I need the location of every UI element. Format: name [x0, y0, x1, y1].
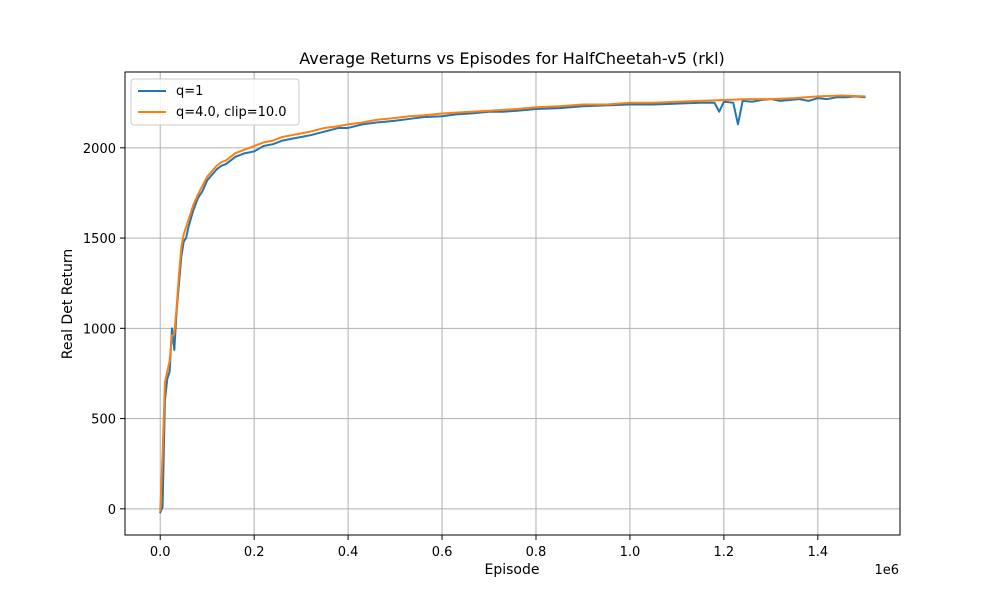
- axis-ticks: 0.0 0.2 0.4 0.6 0.8 1.0 1.2 1.4 0 500 1000 1500 2000: [83, 142, 828, 560]
- x-tick-label: 1.0: [620, 545, 641, 560]
- legend-frame: [130, 78, 300, 126]
- legend-label-q4-clip10: q=4.0, clip=10.0: [176, 105, 287, 120]
- plot-frame: [124, 71, 901, 536]
- x-axis-label: Episode: [485, 562, 540, 578]
- x-tick-label: 0.2: [244, 545, 265, 560]
- y-tick-label: 0: [108, 503, 116, 518]
- x-tick-label: 0.4: [338, 545, 359, 560]
- series-lines: [159, 94, 866, 514]
- grid-lines: [125, 72, 900, 535]
- x-tick-label: 1.2: [714, 545, 735, 560]
- legend: q=1 q=4.0, clip=10.0: [130, 78, 300, 126]
- x-tick-label: 0.8: [526, 545, 547, 560]
- legend-label-q1: q=1: [176, 84, 203, 99]
- x-tick-label: 0.0: [150, 545, 171, 560]
- y-tick-label: 1000: [83, 322, 116, 337]
- series-line-0: [159, 95, 866, 514]
- x-axis-offset-label: 1e6: [874, 563, 899, 578]
- x-tick-label: 0.6: [432, 545, 453, 560]
- y-axis-label: Real Det Return: [60, 249, 76, 359]
- y-tick-label: 1500: [83, 232, 116, 247]
- x-tick-label: 1.4: [807, 545, 828, 560]
- y-tick-label: 500: [91, 413, 116, 428]
- chart-title: Average Returns vs Episodes for HalfChee…: [299, 49, 725, 68]
- y-tick-label: 2000: [83, 142, 116, 157]
- series-line-1: [159, 94, 866, 512]
